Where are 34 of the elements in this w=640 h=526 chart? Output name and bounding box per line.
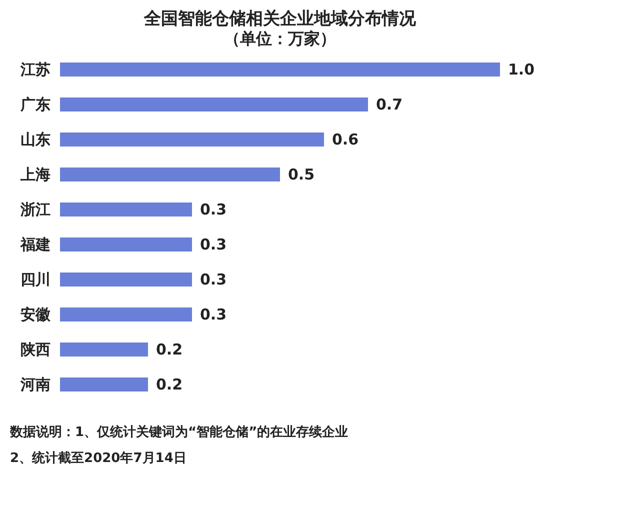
data-label: 0.2 — [156, 376, 183, 394]
data-label: 0.5 — [288, 166, 315, 184]
y-tick-label: 浙江 — [20, 200, 50, 218]
bar — [60, 378, 148, 392]
bar — [60, 238, 192, 252]
data-label: 0.3 — [200, 306, 227, 324]
bar — [60, 98, 368, 112]
text: 2、统计截至2020年7月14日 — [10, 450, 186, 466]
bar — [60, 202, 192, 216]
data-label: 1.0 — [508, 60, 535, 78]
data-label: 0.3 — [200, 200, 227, 218]
data-label: 0.6 — [332, 130, 359, 148]
bar — [60, 272, 192, 286]
chart-subtitle: （单位：万家） — [224, 29, 336, 48]
y-tick-label: 陕西 — [20, 340, 50, 358]
bar — [60, 62, 500, 76]
y-tick-label: 河南 — [20, 376, 50, 394]
bar — [60, 342, 148, 356]
data-label: 0.7 — [376, 96, 403, 114]
bar — [60, 168, 280, 182]
y-tick-label: 广东 — [20, 96, 50, 114]
data-label: 0.3 — [200, 236, 227, 254]
chart-title: 全国智能仓储相关企业地域分布情况 — [143, 9, 417, 29]
y-tick-label: 福建 — [20, 236, 50, 254]
text: 数据说明：1、仅统计关键词为“智能仓储”的在业存续企业 — [9, 424, 348, 440]
y-tick-label: 四川 — [20, 270, 50, 288]
y-tick-label: 上海 — [20, 166, 50, 184]
y-tick-label: 山东 — [20, 130, 50, 148]
bar — [60, 132, 324, 146]
y-tick-label: 江苏 — [20, 60, 50, 78]
data-label: 0.2 — [156, 340, 183, 358]
bar — [60, 308, 192, 322]
y-tick-label: 安徽 — [20, 306, 52, 324]
data-label: 0.3 — [200, 270, 227, 288]
